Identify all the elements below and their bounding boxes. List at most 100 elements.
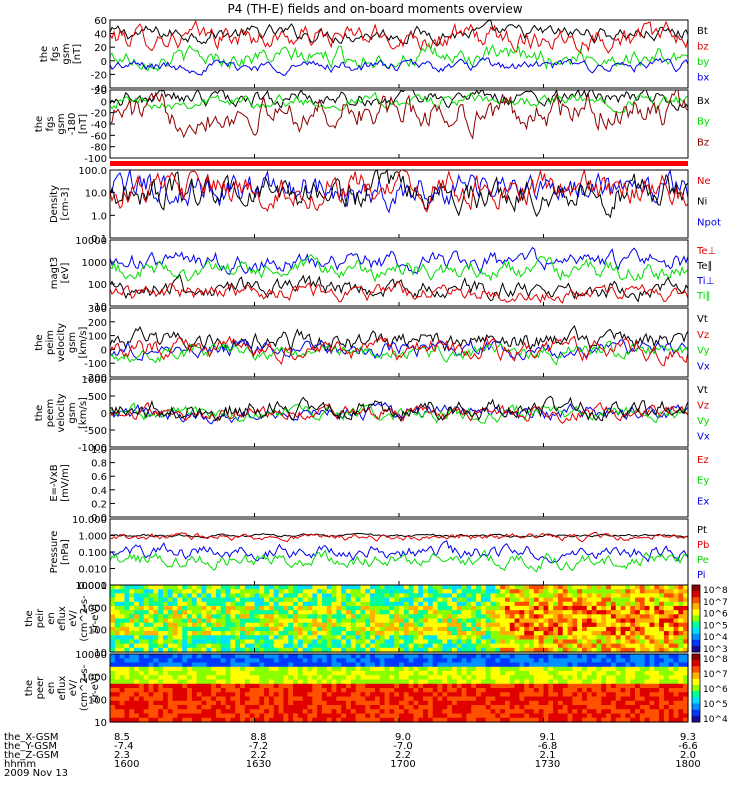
- heatmap-cell: [114, 622, 121, 628]
- heatmap-cell: [158, 658, 164, 664]
- heatmap-cell: [341, 610, 347, 615]
- heatmap-cell: [134, 696, 140, 702]
- heatmap-cell: [273, 709, 280, 715]
- xaxis-tick-value: -6.6: [678, 741, 698, 752]
- heatmap-cell: [336, 585, 342, 590]
- ytick-label: -100: [84, 154, 107, 165]
- heatmap-cell: [191, 614, 198, 620]
- heatmap-cell: [630, 597, 636, 603]
- heatmap-cell: [447, 666, 453, 672]
- heatmap-cell: [519, 635, 525, 641]
- heatmap-cell: [326, 597, 333, 603]
- heatmap-cell: [399, 601, 405, 607]
- xaxis-tick-value: 2.0: [680, 750, 696, 761]
- heatmap-cell: [230, 631, 236, 636]
- heatmap-cell: [346, 658, 352, 664]
- heatmap-cell: [635, 631, 641, 636]
- heatmap-cell: [162, 610, 169, 615]
- heatmap-cell: [153, 631, 159, 636]
- heatmap-cell: [167, 605, 174, 611]
- heatmap-cell: [548, 597, 554, 603]
- heatmap-cell: [553, 717, 559, 723]
- heatmap-cell: [384, 626, 390, 632]
- heatmap-cell: [529, 717, 535, 723]
- heatmap-cell: [273, 662, 280, 668]
- xaxis-tick-value: 9.1: [540, 732, 556, 743]
- heatmap-cell: [268, 671, 275, 676]
- heatmap-cell: [582, 635, 588, 641]
- heatmap-cell: [360, 618, 366, 624]
- heatmap-cell: [456, 709, 463, 715]
- heatmap-cell: [259, 658, 265, 664]
- heatmap-cell: [302, 597, 309, 603]
- heatmap-cell: [346, 705, 352, 710]
- heatmap-cell: [480, 688, 487, 693]
- heatmap-cell: [591, 622, 598, 628]
- heatmap-cell: [495, 593, 501, 599]
- heatmap-cell: [630, 666, 636, 672]
- heatmap-cell: [187, 622, 193, 628]
- heatmap-cell: [601, 601, 607, 607]
- heatmap-cell: [293, 709, 299, 715]
- heatmap-cell: [288, 696, 294, 702]
- heatmap-cell: [182, 597, 188, 603]
- heatmap-cell: [683, 683, 689, 689]
- heatmap-cell: [451, 700, 458, 706]
- ytick-label: 20: [94, 86, 107, 97]
- heatmap-cell: [427, 614, 434, 620]
- heatmap-cell: [119, 679, 126, 685]
- heatmap-cell: [370, 618, 376, 624]
- heatmap-cell: [211, 717, 217, 723]
- heatmap-cell: [413, 688, 419, 693]
- heatmap-cell: [476, 683, 482, 689]
- heatmap-cell: [240, 643, 246, 649]
- heatmap-cell: [427, 610, 434, 615]
- heatmap-cell: [577, 666, 583, 672]
- heatmap-cell: [649, 618, 655, 624]
- series-line-pi: [109, 540, 689, 564]
- heatmap-cell: [644, 692, 651, 698]
- heatmap-cell: [230, 643, 236, 649]
- heatmap-cell: [177, 610, 183, 615]
- heatmap-cell: [167, 688, 174, 693]
- heatmap-cell: [182, 679, 188, 685]
- heatmap-cell: [158, 643, 164, 649]
- heatmap-cell: [206, 717, 212, 723]
- heatmap-cell: [418, 696, 424, 702]
- heatmap-cell: [177, 605, 183, 611]
- heatmap-cell: [370, 662, 376, 668]
- heatmap-cell: [591, 675, 598, 681]
- heatmap-cell: [644, 671, 651, 676]
- heatmap-cell: [249, 696, 256, 702]
- heatmap-cell: [567, 713, 573, 719]
- heatmap-cell: [591, 679, 598, 685]
- heatmap-cell: [572, 717, 578, 723]
- heatmap-cell: [471, 692, 477, 698]
- heatmap-cell: [586, 597, 593, 603]
- heatmap-cell: [389, 597, 395, 603]
- heatmap-cell: [480, 635, 487, 641]
- heatmap-cell: [341, 713, 347, 719]
- heatmap-cell: [114, 696, 121, 702]
- heatmap-cell: [586, 585, 593, 590]
- heatmap-cell: [273, 614, 280, 620]
- heatmap-cell: [312, 688, 318, 693]
- heatmap-cell: [206, 662, 212, 668]
- heatmap-cell: [283, 696, 289, 702]
- heatmap-cell: [620, 683, 626, 689]
- heatmap-cell: [167, 658, 174, 664]
- heatmap-cell: [215, 614, 222, 620]
- heatmap-cell: [273, 675, 280, 681]
- heatmap-cell: [447, 635, 453, 641]
- heatmap-cell: [249, 700, 256, 706]
- heatmap-cell: [668, 618, 675, 624]
- heatmap-cell: [413, 605, 419, 611]
- heatmap-cell: [379, 643, 386, 649]
- heatmap-cell: [129, 626, 135, 632]
- heatmap-cell: [153, 639, 159, 645]
- heatmap-cell: [384, 597, 390, 603]
- heatmap-cell: [399, 700, 405, 706]
- heatmap-cell: [673, 610, 679, 615]
- heatmap-cell: [148, 626, 154, 632]
- heatmap-cell: [134, 662, 140, 668]
